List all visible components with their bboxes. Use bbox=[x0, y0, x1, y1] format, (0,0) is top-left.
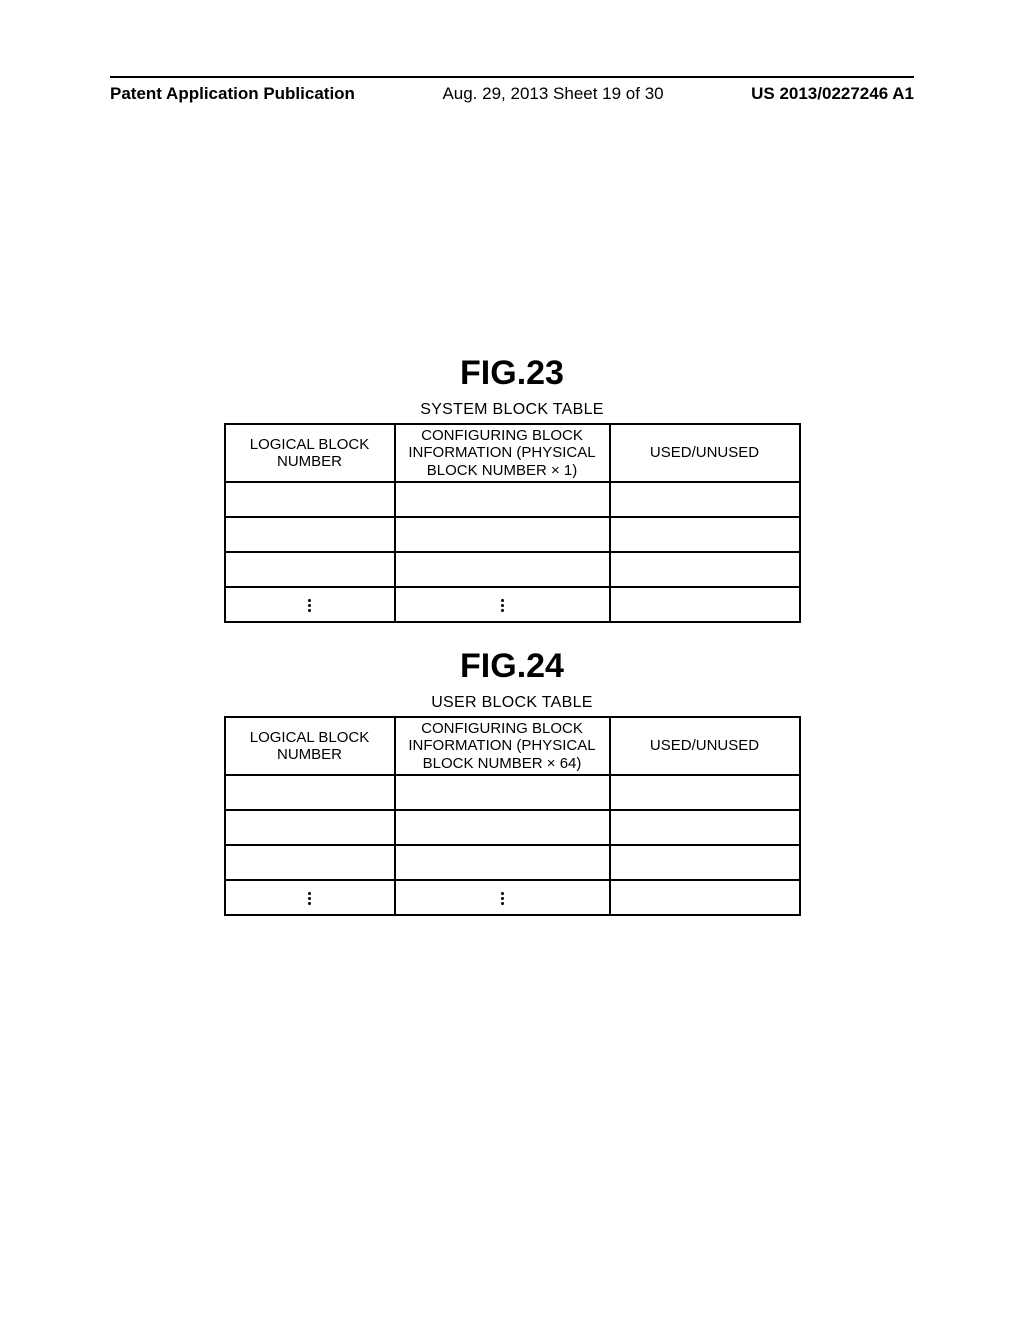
content-area: FIG.23 SYSTEM BLOCK TABLE LOGICAL BLOCK … bbox=[110, 330, 914, 926]
table-row bbox=[225, 775, 800, 810]
header-patent-number: US 2013/0227246 A1 bbox=[751, 84, 914, 104]
table-row bbox=[225, 552, 800, 587]
col-logical-block-number: LOGICAL BLOCK NUMBER bbox=[225, 717, 395, 775]
table-row bbox=[225, 482, 800, 517]
figure-24-title: USER BLOCK TABLE bbox=[110, 694, 914, 712]
figure-23-title: SYSTEM BLOCK TABLE bbox=[110, 401, 914, 419]
table-header-row: LOGICAL BLOCK NUMBER CONFIGURING BLOCK I… bbox=[225, 424, 800, 482]
table-row bbox=[225, 517, 800, 552]
header-sheet-info: Aug. 29, 2013 Sheet 19 of 30 bbox=[442, 84, 663, 104]
col-configuring-block-info: CONFIGURING BLOCK INFORMATION (PHYSICAL … bbox=[395, 717, 610, 775]
table-row bbox=[225, 810, 800, 845]
col-logical-block-number: LOGICAL BLOCK NUMBER bbox=[225, 424, 395, 482]
figure-24-label: FIG.24 bbox=[110, 647, 914, 686]
vertical-ellipsis-icon bbox=[226, 880, 394, 915]
table-header-row: LOGICAL BLOCK NUMBER CONFIGURING BLOCK I… bbox=[225, 717, 800, 775]
col-used-unused: USED/UNUSED bbox=[610, 424, 800, 482]
vertical-ellipsis-icon bbox=[396, 880, 609, 915]
figure-23-label: FIG.23 bbox=[110, 354, 914, 393]
vertical-ellipsis-icon bbox=[396, 587, 609, 622]
figure-24: FIG.24 USER BLOCK TABLE LOGICAL BLOCK NU… bbox=[110, 647, 914, 916]
col-configuring-block-info: CONFIGURING BLOCK INFORMATION (PHYSICAL … bbox=[395, 424, 610, 482]
header-rule bbox=[110, 76, 914, 78]
page: Patent Application Publication Aug. 29, … bbox=[0, 0, 1024, 1320]
table-row bbox=[225, 845, 800, 880]
page-header: Patent Application Publication Aug. 29, … bbox=[110, 84, 914, 104]
vertical-ellipsis-icon bbox=[226, 587, 394, 622]
figure-23: FIG.23 SYSTEM BLOCK TABLE LOGICAL BLOCK … bbox=[110, 354, 914, 623]
system-block-table: LOGICAL BLOCK NUMBER CONFIGURING BLOCK I… bbox=[224, 423, 801, 623]
table-row-ellipsis bbox=[225, 880, 800, 915]
table-row-ellipsis bbox=[225, 587, 800, 622]
col-used-unused: USED/UNUSED bbox=[610, 717, 800, 775]
user-block-table: LOGICAL BLOCK NUMBER CONFIGURING BLOCK I… bbox=[224, 716, 801, 916]
header-publication: Patent Application Publication bbox=[110, 84, 355, 104]
